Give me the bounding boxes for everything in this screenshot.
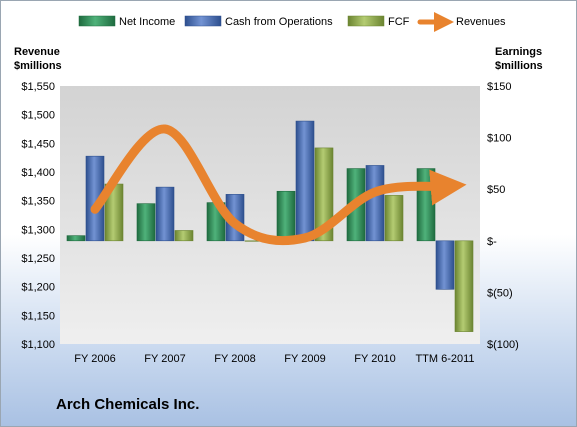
left-tick-label: $1,450 — [21, 138, 55, 150]
left-tick-label: $1,500 — [21, 110, 55, 122]
bar-cash-from-operations — [365, 165, 385, 242]
company-name: Arch Chemicals Inc. — [56, 396, 200, 413]
left-tick-label: $1,100 — [21, 339, 55, 351]
left-tick-label: $1,200 — [21, 282, 55, 294]
bar-net-income — [416, 168, 436, 242]
legend-swatch-fcf — [347, 15, 385, 27]
category-label: TTM 6-2011 — [415, 353, 474, 365]
left-tick-label: $1,300 — [21, 224, 55, 236]
bar-cash-from-operations — [295, 120, 315, 242]
category-label: FY 2007 — [144, 353, 185, 365]
left-tick-label: $1,350 — [21, 196, 55, 208]
right-tick-label: $(100) — [487, 339, 519, 351]
left-axis-ticks: $1,100 $1,150 $1,200 $1,250 $1,300 $1,350 $1,4… — [21, 81, 55, 351]
category-label: FY 2006 — [74, 353, 115, 365]
left-tick-label: $1,550 — [21, 81, 55, 93]
right-axis-title-line1: Earnings — [495, 46, 542, 58]
legend-label-revenues: Revenues — [456, 16, 506, 28]
bar-cash-from-operations — [155, 186, 175, 242]
bar-net-income — [66, 235, 86, 242]
right-tick-label: $100 — [487, 133, 511, 145]
bar-fcf — [384, 195, 404, 242]
bar-fcf — [174, 230, 194, 242]
bar-fcf — [314, 147, 334, 242]
right-axis-ticks: $(100) $(50) $- $50 $100 $150 — [487, 81, 519, 351]
left-axis-title-line1: Revenue — [14, 46, 60, 58]
left-tick-label: $1,250 — [21, 253, 55, 265]
right-axis-title-line2: $millions — [495, 60, 543, 72]
legend-label-fcf: FCF — [388, 16, 410, 28]
legend-swatch-cash-from-operations — [184, 15, 222, 27]
left-axis-title-line2: $millions — [14, 60, 62, 72]
right-tick-label: $50 — [487, 184, 505, 196]
revenue-line-layer — [90, 124, 467, 246]
category-label: FY 2010 — [354, 353, 395, 365]
legend-label-cash-from-operations: Cash from Operations — [225, 16, 333, 28]
legend: Net Income Cash from Operations FCF Reve… — [78, 12, 506, 32]
bar-net-income — [136, 203, 156, 242]
legend-swatch-net-income — [78, 15, 116, 27]
revenue-line — [90, 124, 467, 246]
right-tick-label: $- — [487, 236, 497, 248]
plot-area — [60, 86, 480, 344]
bars — [66, 120, 474, 332]
right-tick-label: $150 — [487, 81, 511, 93]
bar-net-income — [276, 190, 296, 242]
category-label: FY 2009 — [284, 353, 325, 365]
left-tick-label: $1,400 — [21, 167, 55, 179]
right-tick-label: $(50) — [487, 287, 513, 299]
legend-label-net-income: Net Income — [119, 16, 175, 28]
left-tick-label: $1,150 — [21, 310, 55, 322]
bar-fcf — [454, 240, 474, 332]
category-labels: FY 2006 FY 2007 FY 2008 FY 2009 FY 2010 TTM 6… — [74, 353, 474, 365]
bar-cash-from-operations — [435, 240, 455, 290]
category-label: FY 2008 — [214, 353, 255, 365]
